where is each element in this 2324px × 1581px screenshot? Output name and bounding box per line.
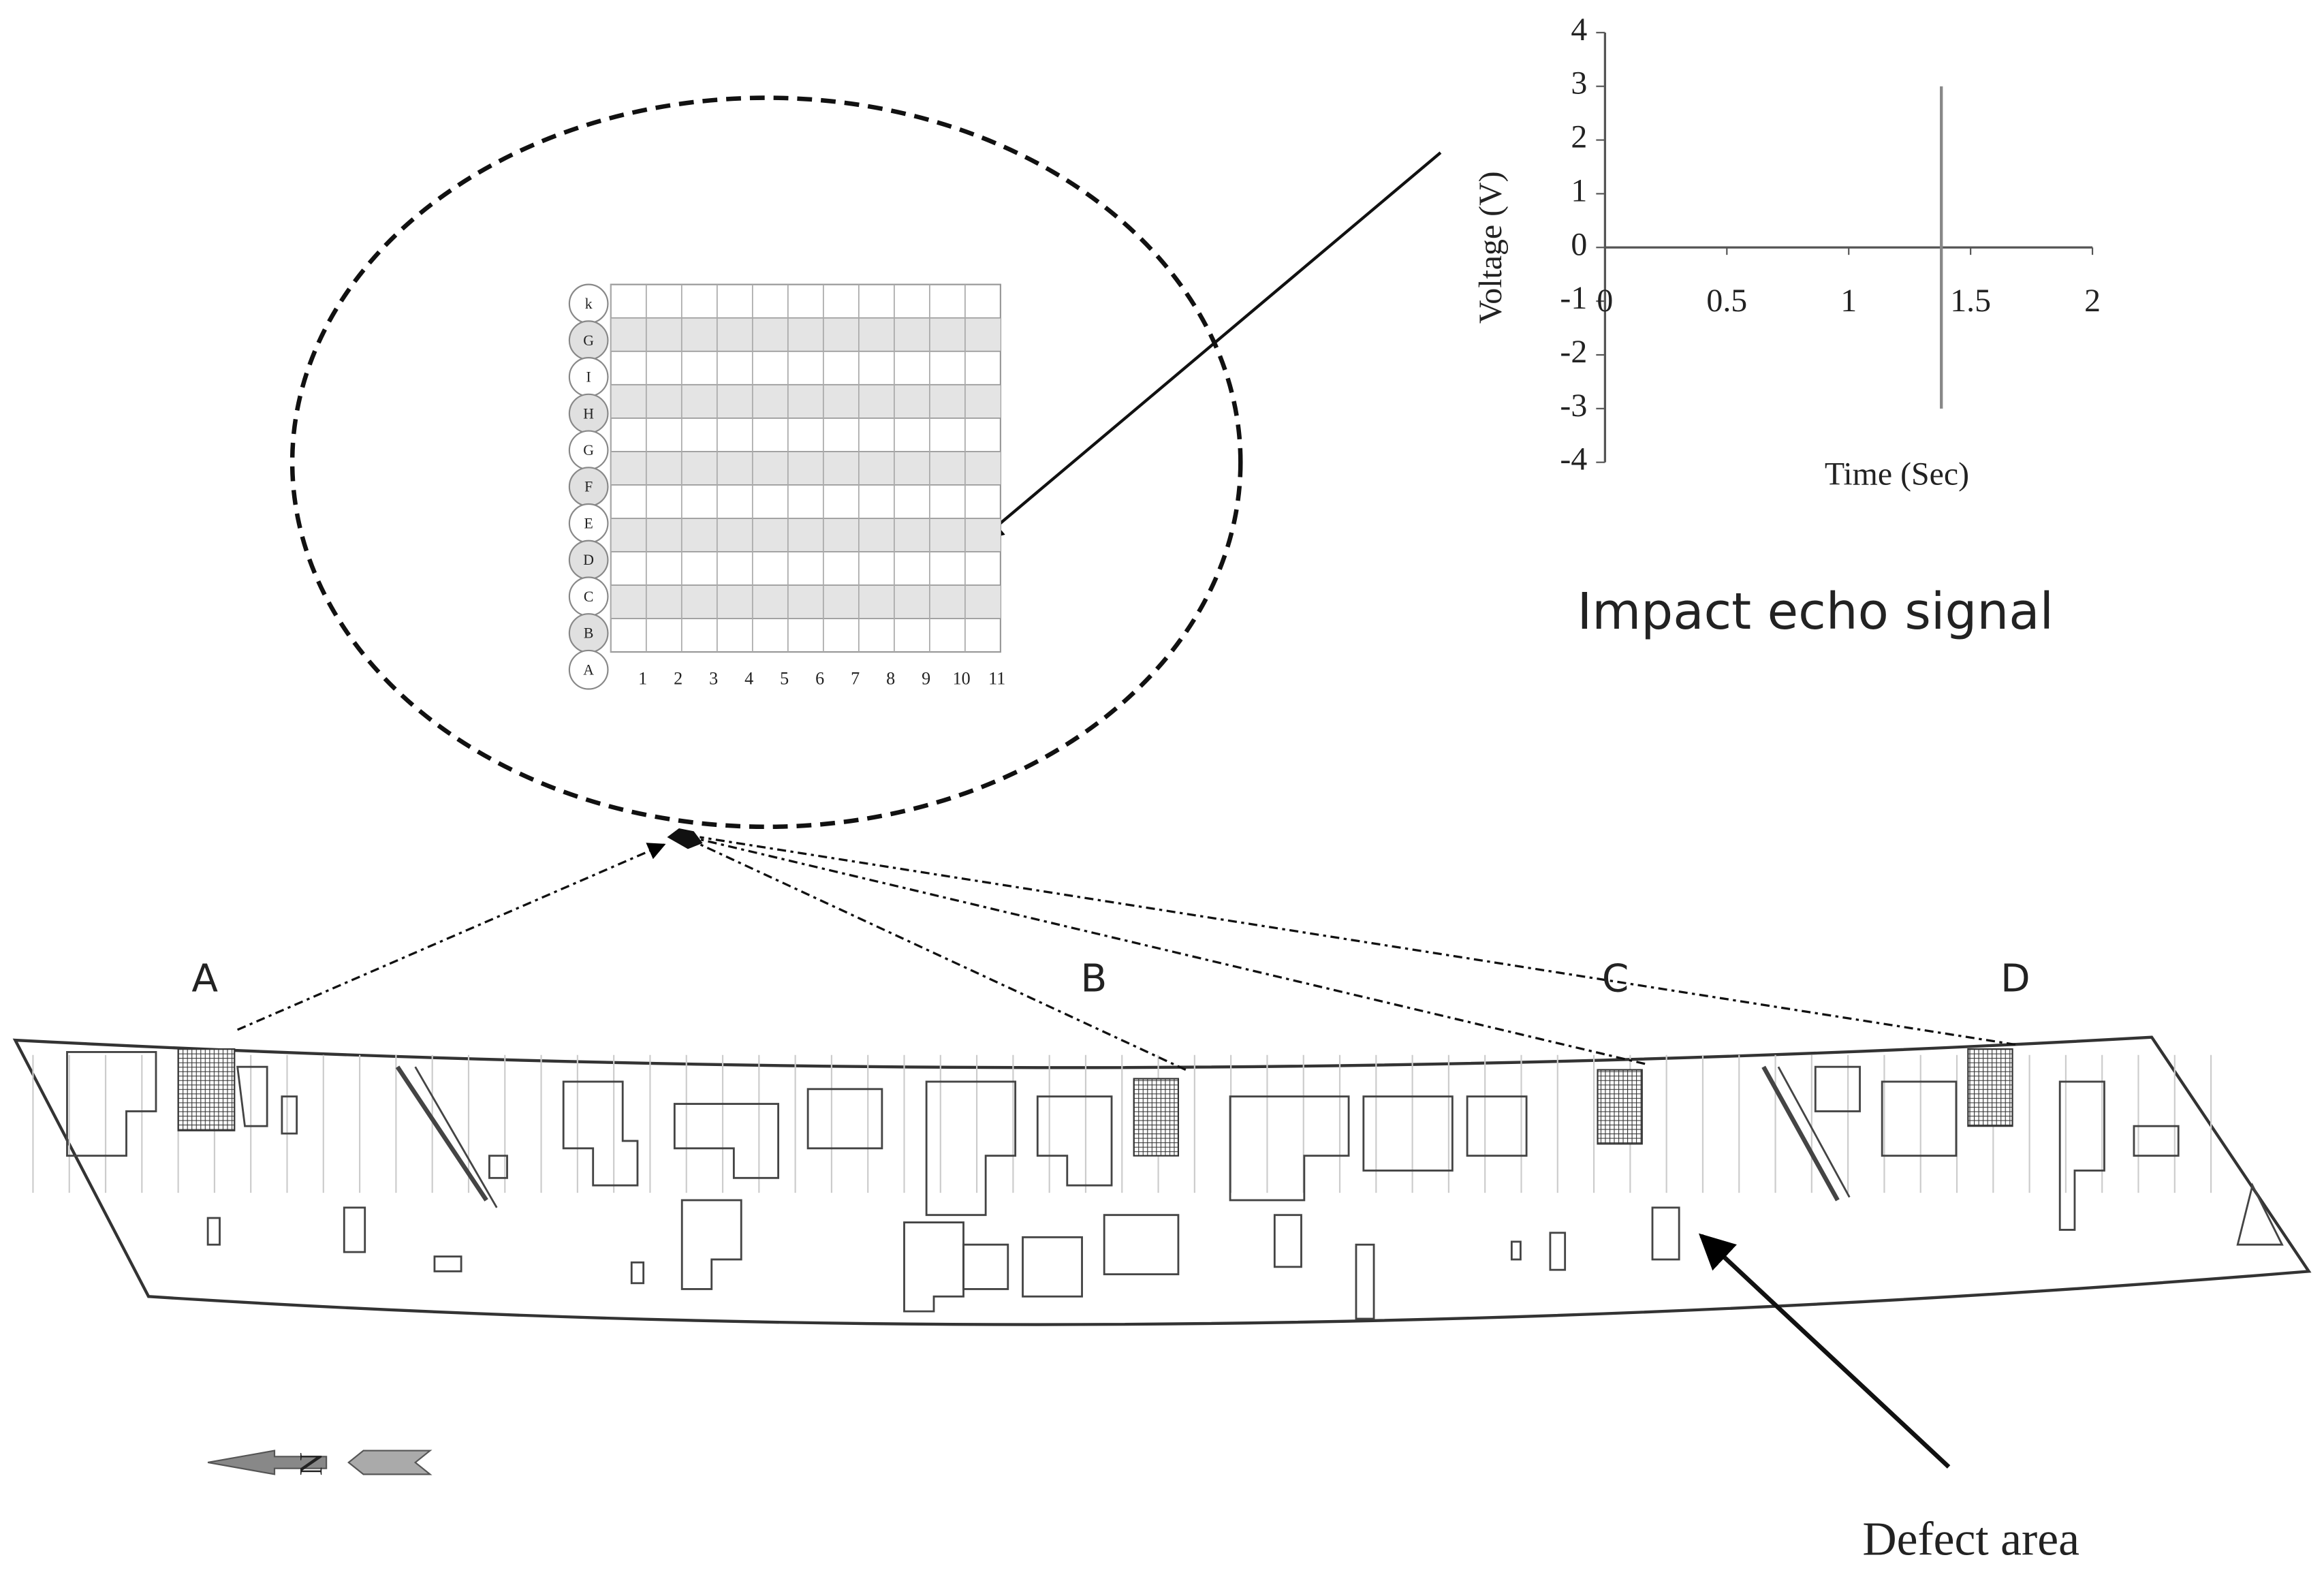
grid-row-shade bbox=[610, 317, 1001, 351]
row-label: G bbox=[583, 332, 594, 349]
y-axis-label: Voltage (V) bbox=[1473, 171, 1509, 324]
grid-row-shade bbox=[610, 451, 1001, 485]
x-tick-label: 1 bbox=[1840, 283, 1857, 319]
column-label: 9 bbox=[922, 668, 930, 688]
grid-row-shade bbox=[610, 518, 1001, 552]
annotation: Defect area bbox=[1862, 1514, 2079, 1566]
row-label: H bbox=[583, 405, 594, 422]
y-tick-label: 3 bbox=[1571, 65, 1587, 101]
test-grid bbox=[1967, 1048, 2013, 1127]
test-grid bbox=[1597, 1069, 1643, 1145]
y-tick-label: 0 bbox=[1571, 226, 1587, 262]
station-lines bbox=[32, 1054, 2212, 1193]
layout: N Defect area Impact echo signal bbox=[12, 95, 2312, 1566]
row-label: E bbox=[584, 515, 593, 531]
y-tick-label: 4 bbox=[1571, 12, 1587, 48]
row-marker bbox=[568, 649, 609, 690]
row-label: C bbox=[584, 589, 594, 605]
row-label: A bbox=[583, 661, 594, 678]
row-label: I bbox=[586, 369, 591, 386]
column-label: 3 bbox=[709, 668, 718, 688]
grid-row-shade bbox=[610, 384, 1001, 418]
x-tick-label: 1.5 bbox=[1950, 283, 1991, 319]
column-label: 1 bbox=[638, 668, 647, 688]
column-label: 10 bbox=[953, 668, 971, 688]
pointer-arrow bbox=[979, 151, 1442, 542]
row-label: F bbox=[584, 479, 593, 495]
leader-lines bbox=[236, 836, 2016, 1071]
test-grid bbox=[1133, 1078, 1180, 1157]
compass-arrow bbox=[347, 1450, 433, 1475]
column-label: 5 bbox=[780, 668, 789, 688]
row-label: B bbox=[584, 625, 594, 642]
column-label: 6 bbox=[815, 668, 824, 688]
y-tick-label: -2 bbox=[1560, 334, 1587, 370]
column-label: 8 bbox=[886, 668, 895, 688]
column-label: 7 bbox=[851, 668, 860, 688]
y-tick-label: -3 bbox=[1560, 388, 1587, 424]
x-tick-label: 2 bbox=[2084, 283, 2101, 319]
x-tick-label: 0.5 bbox=[1706, 283, 1747, 319]
section-label: D bbox=[2000, 957, 2030, 1001]
y-tick-label: 1 bbox=[1571, 172, 1587, 208]
x-axis-label: Time (Sec) bbox=[1825, 456, 1969, 492]
column-label: 4 bbox=[744, 668, 753, 688]
defect-shapes bbox=[66, 1051, 2284, 1320]
section-label: B bbox=[1081, 957, 1108, 1001]
chart-caption: Impact echo signal bbox=[1577, 582, 2054, 641]
zoom-ellipse bbox=[289, 95, 1243, 830]
y-tick-label: 2 bbox=[1571, 119, 1587, 155]
compass-label: N bbox=[294, 1452, 330, 1476]
x-tick-label: 0 bbox=[1597, 283, 1613, 319]
grid-row-shade bbox=[610, 585, 1001, 619]
row-label: D bbox=[583, 552, 594, 568]
test-grid bbox=[177, 1048, 236, 1131]
row-label: k bbox=[585, 296, 593, 312]
defect-arrow bbox=[1698, 1233, 1951, 1469]
row-label: G bbox=[583, 442, 594, 458]
zoom-anchor bbox=[667, 828, 703, 849]
section-label: A bbox=[191, 957, 218, 1001]
y-tick-label: -1 bbox=[1560, 280, 1587, 316]
y-tick-label: -4 bbox=[1560, 441, 1587, 478]
compass-arrow bbox=[207, 1450, 328, 1475]
column-label: 11 bbox=[988, 668, 1005, 688]
column-label: 2 bbox=[674, 668, 682, 688]
section-label: C bbox=[1602, 957, 1629, 1001]
